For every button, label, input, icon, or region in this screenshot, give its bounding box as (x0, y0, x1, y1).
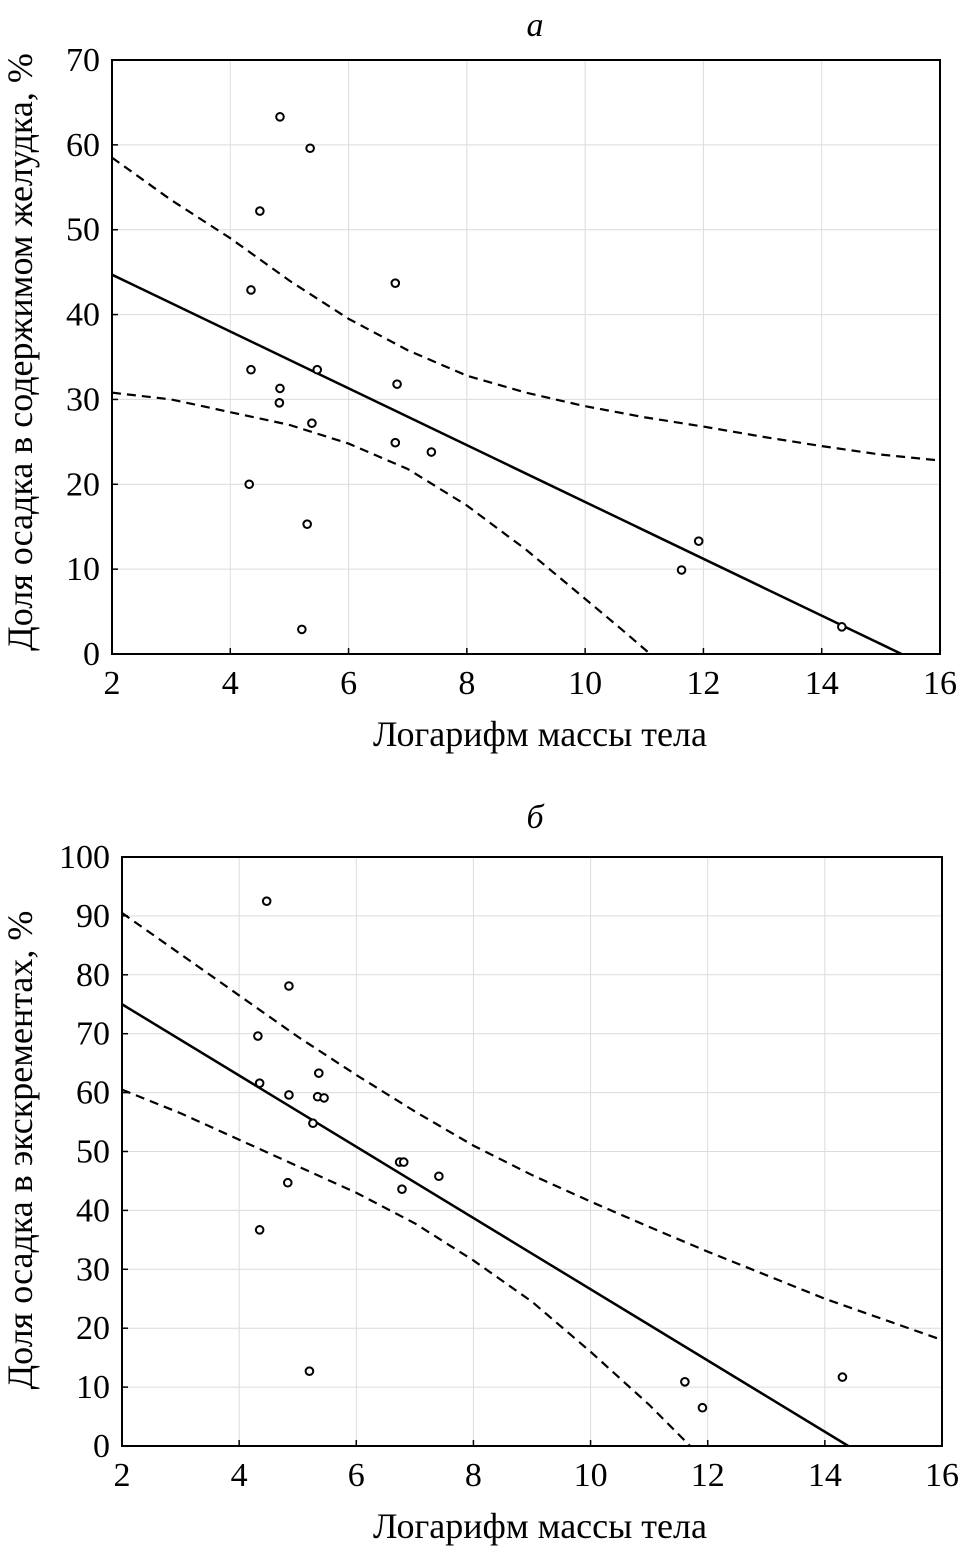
data-point (390, 278, 401, 288)
data-point (275, 383, 285, 394)
data-point (319, 1093, 329, 1103)
x-tick-label: 4 (222, 665, 239, 702)
x-tick-label: 2 (114, 1457, 131, 1494)
y-tick-label: 50 (76, 1134, 110, 1171)
x-tick-label: 16 (925, 1457, 959, 1494)
x-tick-label: 4 (231, 1457, 248, 1494)
y-tick-label: 80 (76, 957, 110, 994)
x-tick-label: 10 (574, 1457, 608, 1494)
data-point (297, 624, 307, 635)
data-point (304, 1366, 315, 1376)
data-point (397, 1184, 407, 1194)
data-point (305, 143, 315, 154)
data-point (244, 479, 255, 490)
data-point (676, 565, 687, 575)
y-tick-label: 30 (66, 381, 100, 418)
x-tick-label: 14 (805, 665, 839, 702)
data-point (680, 1376, 690, 1387)
confidence-band-lower (121, 1088, 691, 1447)
y-tick-label: 60 (76, 1075, 110, 1112)
plot-frame (111, 59, 941, 655)
x-tick-label: 16 (923, 665, 957, 702)
data-point (274, 398, 285, 408)
y-tick-label: 70 (76, 1016, 110, 1053)
confidence-band-upper (121, 912, 943, 1342)
confidence-band-upper (111, 156, 941, 462)
data-point (392, 379, 402, 389)
data-point (255, 206, 265, 216)
y-tick-label: 40 (76, 1192, 110, 1229)
y-tick-label: 20 (76, 1310, 110, 1347)
data-point (246, 364, 256, 375)
data-point (837, 1372, 848, 1382)
data-point (697, 1402, 708, 1413)
data-point (275, 112, 285, 122)
y-tick-label: 30 (76, 1251, 110, 1288)
y-tick-label: 0 (93, 1428, 110, 1465)
regression-line (121, 1003, 849, 1448)
y-tick-label: 40 (66, 297, 100, 334)
confidence-band-lower (111, 391, 651, 655)
y-tick-label: 0 (83, 636, 100, 673)
data-point (434, 1171, 444, 1182)
y-tick-label: 60 (66, 127, 100, 164)
x-tick-label: 12 (686, 665, 720, 702)
data-point (261, 896, 272, 906)
data-point (246, 285, 256, 295)
y-axis-label: Доля осадка в экскрементах, % (0, 911, 40, 1390)
data-point (254, 1225, 265, 1235)
data-point (426, 447, 437, 457)
plot-frame (121, 856, 943, 1447)
data-point (390, 437, 401, 448)
chart-title: а (527, 7, 544, 44)
x-tick-label: 6 (340, 665, 357, 702)
data-point (254, 1078, 265, 1088)
data-point (253, 1031, 263, 1041)
x-tick-label: 8 (465, 1457, 482, 1494)
y-tick-label: 100 (59, 839, 110, 876)
y-tick-label: 50 (66, 212, 100, 249)
data-point (307, 418, 317, 428)
panel-a: а Логарифм массы тела Доля осадка в соде… (0, 7, 957, 754)
y-tick-label: 90 (76, 898, 110, 935)
data-point (312, 364, 323, 375)
data-point (693, 536, 704, 546)
x-tick-label: 14 (808, 1457, 842, 1494)
data-point (837, 622, 847, 632)
y-tick-label: 10 (76, 1369, 110, 1406)
regression-line (111, 273, 903, 656)
x-axis-label: Логарифм массы тела (373, 714, 707, 754)
data-point (398, 1157, 409, 1167)
data-point (284, 981, 294, 991)
panel-b: б Логарифм массы тела Доля осадка в экск… (0, 799, 959, 1546)
y-tick-label: 10 (66, 551, 100, 588)
data-point (302, 519, 312, 529)
x-axis-label: Логарифм массы тела (373, 1506, 707, 1546)
data-point (284, 1090, 294, 1100)
y-tick-label: 20 (66, 466, 100, 503)
data-point (282, 1177, 293, 1188)
x-tick-label: 8 (458, 665, 475, 702)
x-tick-label: 2 (104, 665, 121, 702)
y-axis-label: Доля осадка в содержимом желудка, % (0, 53, 40, 651)
data-point (308, 1118, 318, 1129)
x-tick-label: 12 (691, 1457, 725, 1494)
data-point (314, 1068, 324, 1078)
x-tick-label: 6 (348, 1457, 365, 1494)
chart-title: б (526, 799, 545, 836)
y-tick-label: 70 (66, 42, 100, 79)
x-tick-label: 10 (568, 665, 602, 702)
